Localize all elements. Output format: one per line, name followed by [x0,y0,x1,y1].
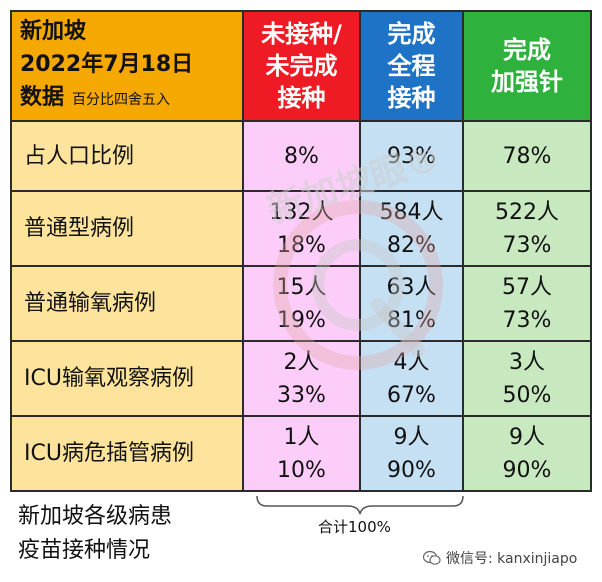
table-row: ICU输氧观察病例 2人 33% 4人 67% 3人 50% [10,340,592,417]
row-label: ICU输氧观察病例 [10,340,244,417]
boosted-cell: 3人 50% [462,340,592,417]
table-caption: 新加坡各级病患 疫苗接种情况 [18,500,172,568]
unvaccinated-cell: 2人 33% [242,340,361,417]
unvaccinated-cell: 132人 18% [242,190,361,267]
wechat-icon [423,550,441,565]
fully-vaccinated-cell: 93% [359,120,464,192]
table-row: 普通型病例 132人 18% 584人 82% 522人 73% [10,190,592,267]
row-label: 普通输氧病例 [10,265,244,342]
caption-line-2: 疫苗接种情况 [18,538,151,563]
unvaccinated-cell: 8% [242,120,361,192]
unvaccinated-cell: 15人 19% [242,265,361,342]
vaccination-status-table: 新加坡 2022年7月18日 数据 百分比四舍五入 未接种/ 未完成 接种 完成 … [10,10,592,492]
total-brace-icon [256,495,464,515]
fully-vaccinated-cell: 4人 67% [359,340,464,417]
corner-date: 2022年7月18日 [20,52,194,77]
corner-rounding-note: 百分比四舍五入 [72,92,171,108]
wechat-id: 微信号: kanxinjiapo [423,548,577,568]
boosted-cell: 57人 73% [462,265,592,342]
row-label: 占人口比例 [10,120,244,192]
table-row: ICU病危插管病例 1人 10% 9人 90% 9人 90% [10,415,592,492]
fully-vaccinated-cell: 9人 90% [359,415,464,492]
table-corner-title: 新加坡 2022年7月18日 数据 百分比四舍五入 [10,10,244,122]
boosted-cell: 522人 73% [462,190,592,267]
row-label: ICU病危插管病例 [10,415,244,492]
fully-vaccinated-cell: 584人 82% [359,190,464,267]
fully-vaccinated-cell: 63人 81% [359,265,464,342]
header-boosted: 完成 加强针 [462,10,592,122]
unvaccinated-cell: 1人 10% [242,415,361,492]
header-fully-vaccinated: 完成 全程 接种 [359,10,464,122]
header-unvaccinated: 未接种/ 未完成 接种 [242,10,361,122]
wechat-label: 微信号: kanxinjiapo [446,551,578,567]
row-label: 普通型病例 [10,190,244,267]
table-row: 占人口比例 8% 93% 78% [10,120,592,192]
corner-data-label: 数据 [20,85,65,110]
caption-line-1: 新加坡各级病患 [18,504,173,529]
table-header-row: 新加坡 2022年7月18日 数据 百分比四舍五入 未接种/ 未完成 接种 完成 … [10,10,592,122]
table-row: 普通输氧病例 15人 19% 63人 81% 57人 73% [10,265,592,342]
corner-country: 新加坡 [20,19,87,44]
boosted-cell: 78% [462,120,592,192]
boosted-cell: 9人 90% [462,415,592,492]
total-label: 合计100% [318,518,391,536]
